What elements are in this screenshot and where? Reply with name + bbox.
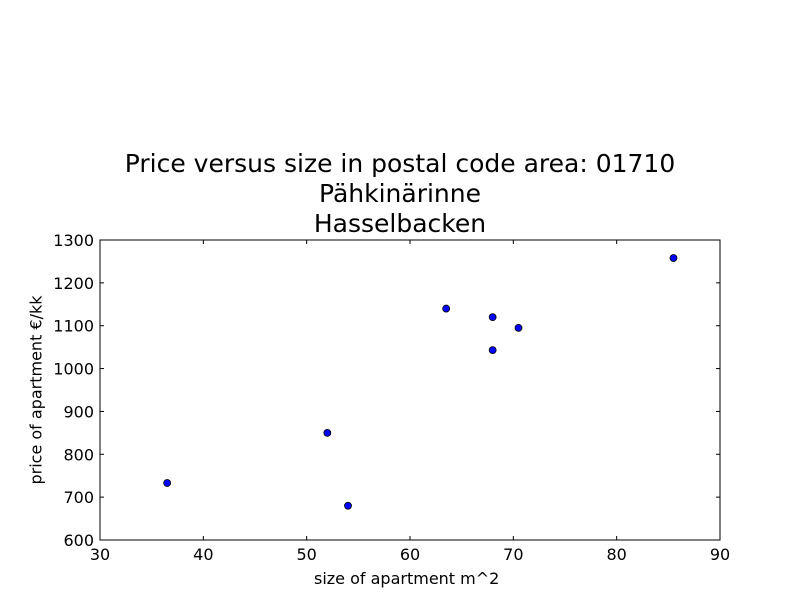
- chart-title-line-1: Price versus size in postal code area: 0…: [124, 149, 676, 178]
- ticks-group: 30 40 50 60 70 80 90 600 700 800 900 1000 1100 1200 13…: [53, 231, 730, 564]
- x-tick-label: 50: [296, 545, 316, 564]
- y-axis-label: price of apartment €/kk: [26, 295, 46, 485]
- y-tick-label: 600: [63, 531, 94, 550]
- x-axis-label: size of apartment m^2: [314, 569, 500, 588]
- x-tick-label: 60: [400, 545, 420, 564]
- y-tick-label: 900: [63, 402, 94, 421]
- data-point: [344, 501, 352, 510]
- data-point: [514, 323, 523, 332]
- chart-title-line-3: Hasselbacken: [313, 209, 487, 238]
- x-tick-label: 70: [503, 545, 523, 564]
- points-group: [163, 254, 678, 510]
- data-point: [323, 428, 332, 437]
- y-tick-label: 800: [63, 445, 94, 464]
- data-point: [163, 479, 172, 487]
- data-point: [488, 313, 497, 322]
- plot-area: [100, 240, 720, 540]
- y-tick-label: 700: [63, 488, 94, 507]
- x-tick-label: 90: [710, 545, 730, 564]
- data-point: [669, 254, 678, 262]
- x-tick-label: 30: [90, 545, 110, 564]
- chart-title-line-2: Pähkinärinne: [319, 179, 481, 208]
- y-tick-label: 1300: [53, 231, 94, 250]
- plot-frame: [99, 239, 721, 541]
- x-tick-label: 40: [193, 545, 213, 564]
- y-tick-label: 1000: [53, 360, 94, 379]
- x-tick-label: 80: [606, 545, 626, 564]
- y-tick-label: 1100: [53, 317, 94, 336]
- data-point: [442, 304, 451, 313]
- data-point: [488, 346, 497, 355]
- y-tick-label: 1200: [53, 274, 94, 293]
